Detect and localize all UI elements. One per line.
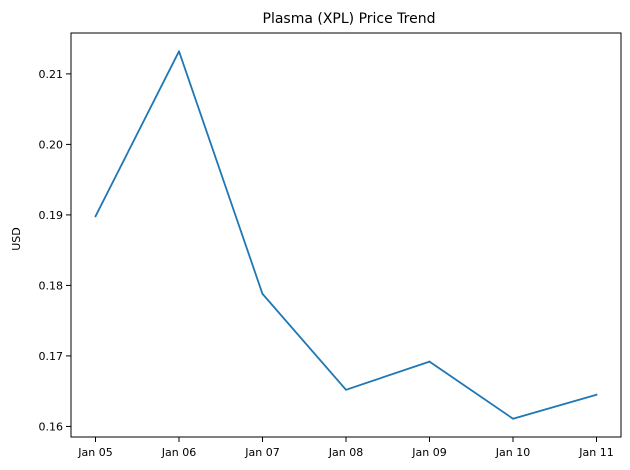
y-tick-label: 0.19 <box>39 209 64 222</box>
x-tick-label: Jan 09 <box>411 446 446 459</box>
chart-title: Plasma (XPL) Price Trend <box>263 11 436 27</box>
data-point <box>94 215 97 218</box>
y-tick-label: 0.20 <box>39 138 64 151</box>
data-point <box>178 50 180 53</box>
y-axis-label: USD <box>10 227 23 251</box>
data-point <box>261 292 264 295</box>
x-tick-label: Jan 05 <box>77 446 112 459</box>
plot-area: 0.16 0.17 0.18 0.19 0.20 0.21 Jan 05 Jan 06 Jan … <box>39 32 622 459</box>
x-tick-label: Jan 07 <box>244 446 279 459</box>
data-point <box>512 417 514 420</box>
y-tick-label: 0.17 <box>39 350 64 363</box>
x-tick-label: Jan 08 <box>328 446 363 459</box>
y-tick-label: 0.21 <box>39 68 64 81</box>
data-point <box>428 360 431 363</box>
x-tick-label: Jan 06 <box>161 446 196 459</box>
y-tick-label: 0.18 <box>39 279 64 292</box>
x-tick-label: Jan 11 <box>578 446 613 459</box>
data-point <box>345 388 347 391</box>
data-point <box>595 393 598 396</box>
series-line <box>94 50 598 420</box>
plot-frame <box>70 32 622 438</box>
x-tick-label: Jan 10 <box>495 446 530 459</box>
y-tick-label: 0.16 <box>39 420 64 433</box>
